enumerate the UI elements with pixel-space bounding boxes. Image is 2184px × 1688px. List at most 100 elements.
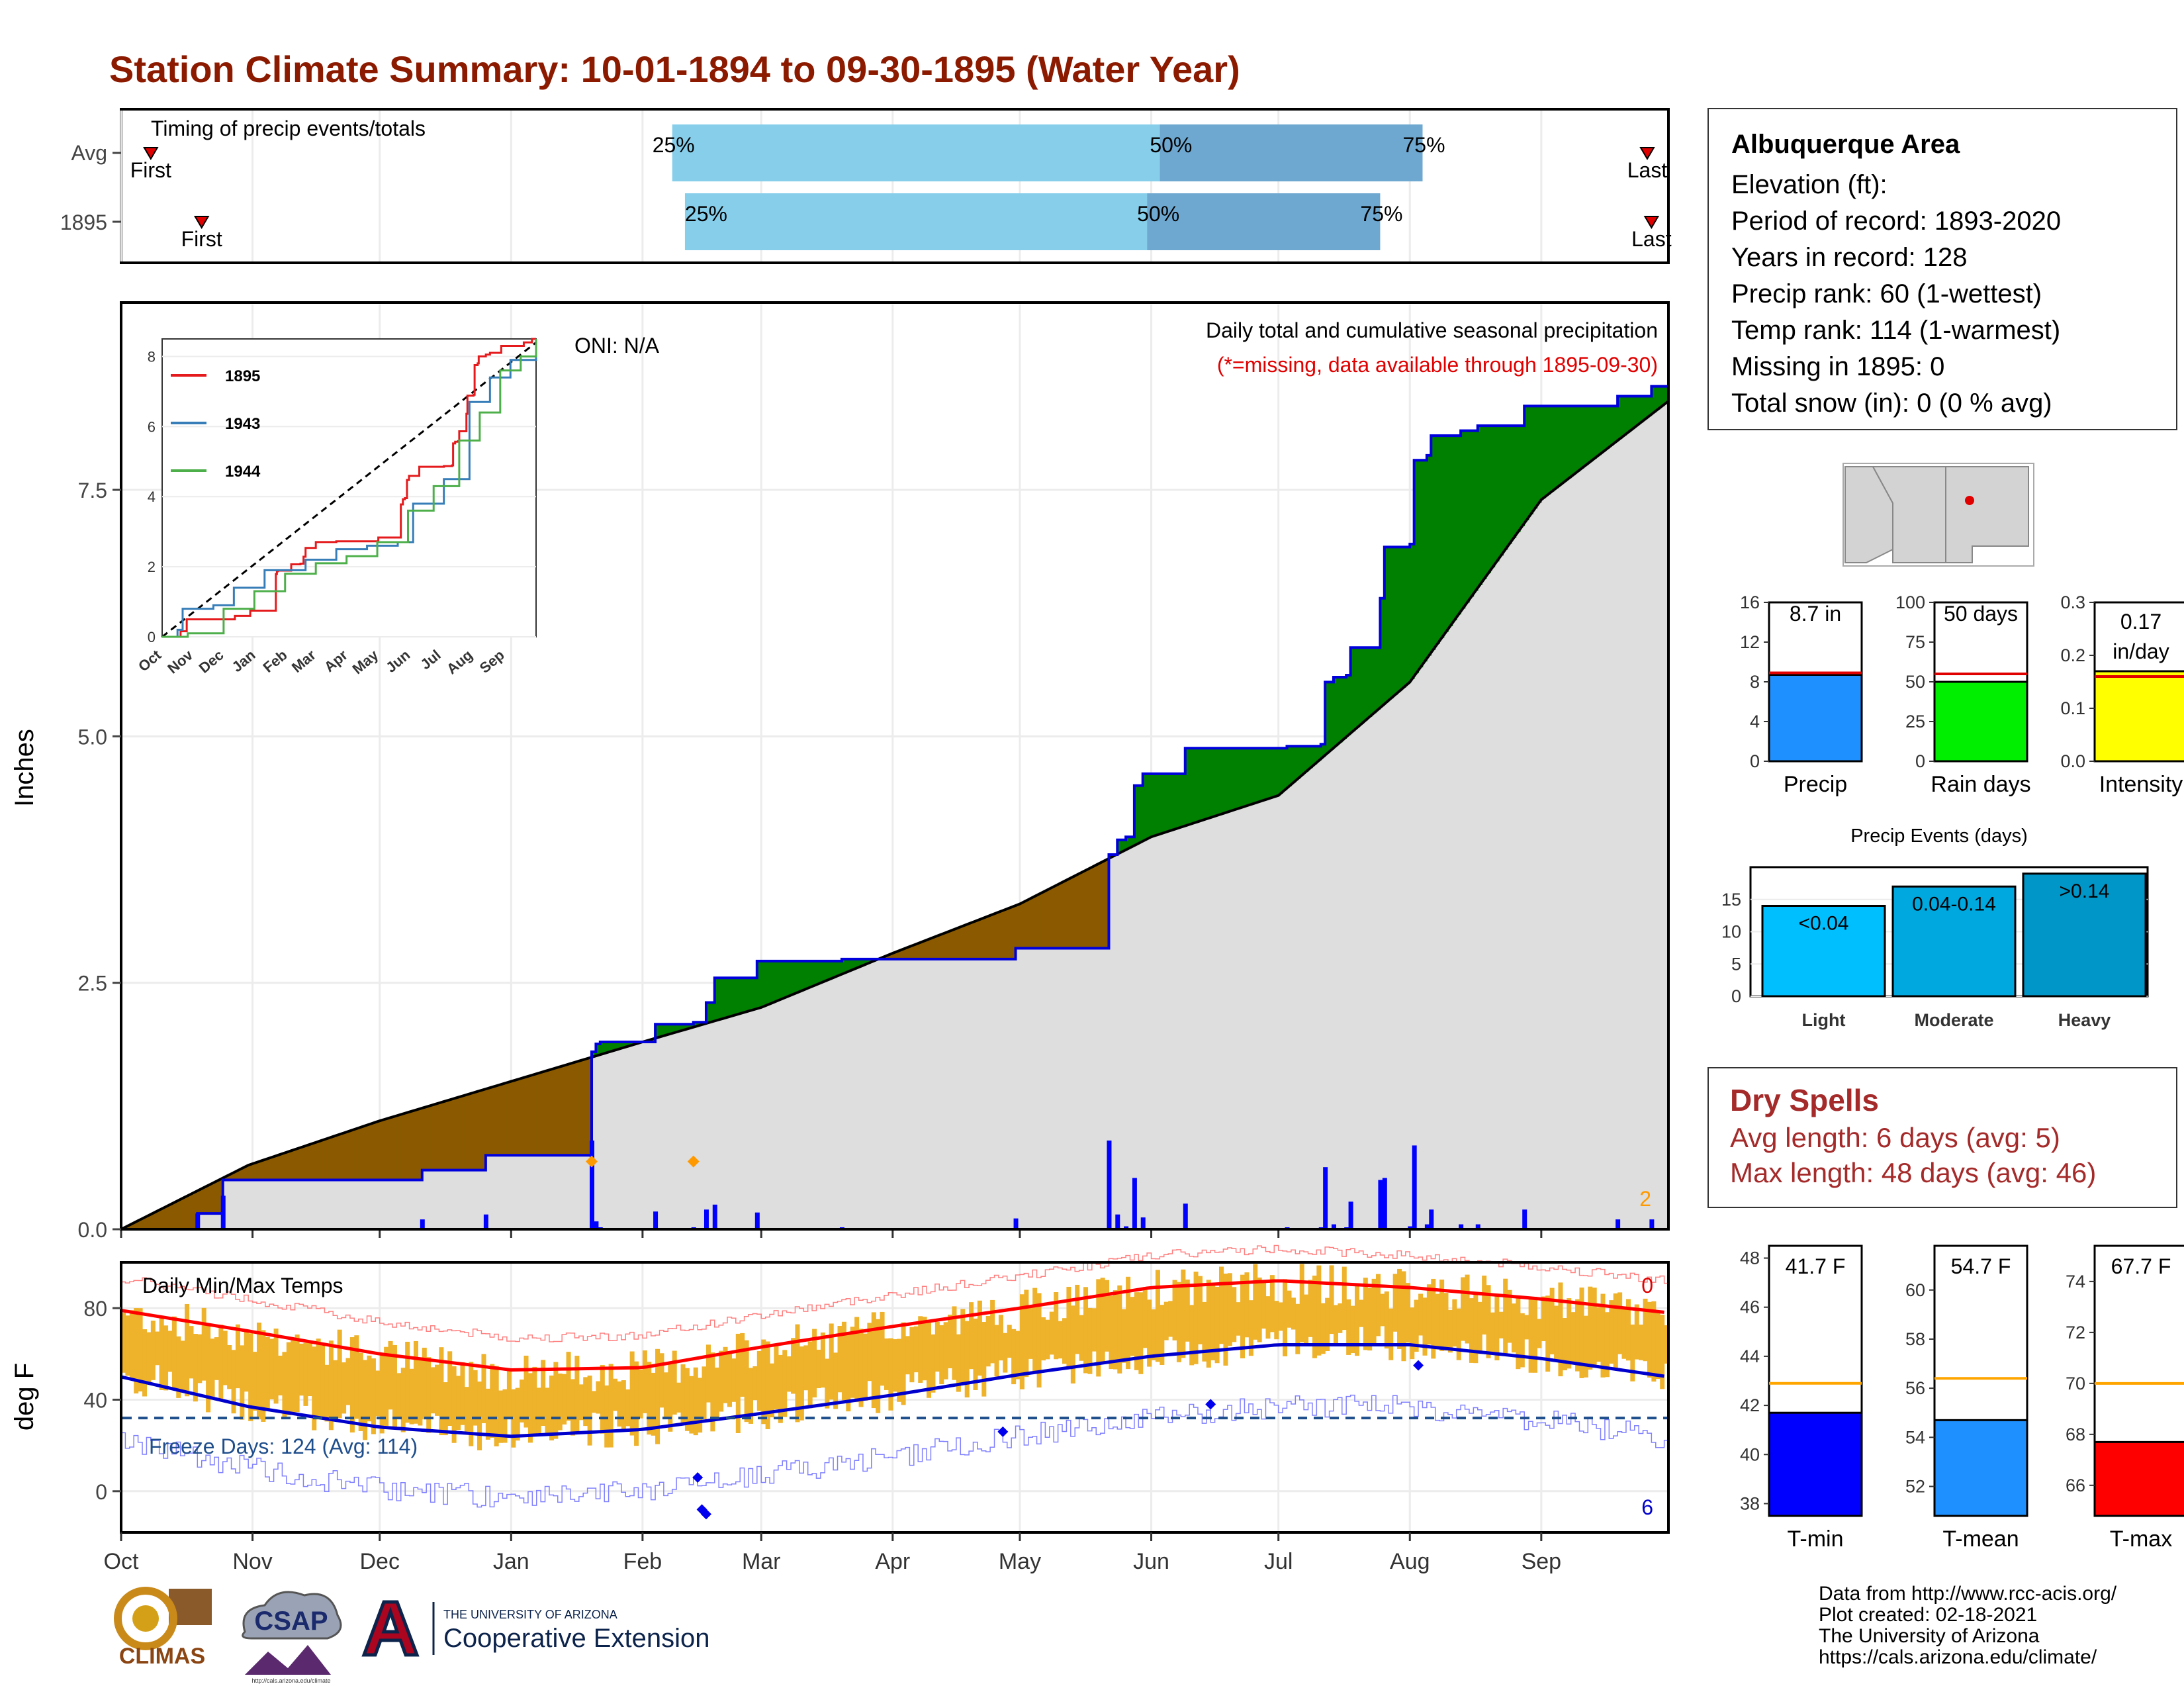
daily-temp-range-bar [1214,1286,1220,1364]
month-label: Jan [493,1549,529,1574]
deficit-area [541,1072,546,1156]
first-label: First [130,158,171,182]
stat-y-tick-label: 100 [1895,592,1925,612]
daily-temp-range-bar [396,1373,402,1419]
station-precip-rank: Precip rank: 60 (1-wettest) [1731,279,2042,308]
stat-y-tick-label: 0 [1750,751,1760,771]
surplus-area [1651,386,1657,413]
surplus-area [740,978,745,1013]
credits-url: https://cals.arizona.edu/climate/ [1819,1646,2097,1668]
daily-temp-range-bar [541,1360,546,1426]
daily-temp-range-bar [913,1326,919,1373]
surplus-area [749,978,754,1011]
surplus-area [1287,746,1292,786]
deficit-area [1015,904,1021,949]
timing-label-75: 75% [1402,133,1445,157]
missing-day-marker [586,1155,598,1168]
tstat-value-text: 54.7 F [1951,1254,2011,1278]
deficit-area [1036,894,1042,949]
daily-temp-range-bar [1333,1305,1338,1344]
stat-y-tick-label: 8 [1750,672,1760,692]
station-elevation: Elevation (ft): [1731,170,1888,199]
daily-temp-range-bar [553,1362,559,1439]
daily-temp-range-bar [409,1368,414,1425]
daily-temp-range-bar [1003,1333,1008,1373]
daily-precip-bar [1378,1180,1383,1229]
credits-plot-created: Plot created: 02-18-2021 [1819,1604,2038,1626]
daily-temp-range-bar [240,1345,245,1420]
inset-y-tick-label: 2 [148,559,156,575]
daily-temp-range-bar [998,1315,1003,1361]
deficit-area [430,1105,435,1170]
surplus-area [1134,785,1140,845]
daily-temp-range-bar [846,1333,851,1412]
daily-temp-range-bar [672,1350,677,1415]
daily-temp-range-bar [231,1350,236,1414]
deficit-area [956,927,962,959]
ua-extension-logo: THE UNIVERSITY OF ARIZONA Cooperative Ex… [361,1595,745,1668]
station-missing: Missing in 1895: 0 [1731,352,1945,381]
deficit-area [286,1151,292,1180]
daily-temp-range-bar [1664,1325,1669,1364]
inset-legend-label: 1944 [225,463,261,481]
daily-temp-range-bar [1431,1278,1436,1359]
events-title: Precip Events (days) [1850,825,2028,847]
daily-temp-range-bar [1278,1302,1283,1331]
daily-temp-range-bar [1219,1266,1224,1344]
surplus-area [1567,406,1572,479]
deficit-area [443,1101,449,1170]
daily-temp-range-bar [1172,1280,1177,1340]
deficit-area [400,1113,406,1180]
daily-temp-range-bar [1113,1290,1118,1370]
daily-temp-range-bar [1600,1293,1606,1378]
surplus-area [1380,598,1385,706]
daily-temp-range-bar [655,1348,660,1444]
daily-temp-range-bar [1477,1301,1482,1354]
daily-temp-range-bar [1299,1264,1304,1342]
daily-temp-range-bar [807,1341,813,1409]
station-location-marker [1965,496,1974,505]
deficit-area [384,1119,389,1180]
deficit-area [1091,866,1097,949]
surplus-area [1253,748,1258,804]
last-label: Last [1631,227,1672,251]
daily-temp-range-bar [617,1381,622,1427]
daily-precip-bar [1323,1167,1328,1229]
surplus-area [1405,547,1411,684]
deficit-area [943,932,948,959]
surplus-area [672,1024,677,1033]
daily-temp-range-bar [1588,1286,1593,1370]
deficit-area [358,1127,363,1180]
deficit-area [426,1106,432,1170]
surplus-area [858,959,864,966]
temp-top-count: 0 [1641,1274,1653,1297]
surplus-area [799,961,805,991]
temp-stats-charts: 38 40 42 44 46 48 41.7 F T-min 52 54 56 58 60 54.7 F T… [1740,1244,2184,1552]
daily-temp-range-bar [829,1323,834,1400]
daily-temp-range-bar [693,1367,698,1436]
surplus-area [1562,406,1568,482]
first-marker-icon [143,147,159,160]
surplus-area [1248,748,1254,805]
daily-temp-range-bar [880,1311,885,1386]
deficit-area [435,1103,440,1170]
record-low-marker [700,1509,711,1520]
daily-temp-range-bar [1134,1292,1139,1370]
daily-temp-range-bar [1541,1296,1546,1342]
daily-precip-bar [1424,1224,1430,1229]
deficit-area [134,1221,139,1229]
timing-row-avg-label: Avg [71,141,107,165]
tstat-y-tick-label: 38 [1740,1493,1760,1513]
daily-temp-range-bar [1291,1297,1296,1330]
surplus-area [1588,406,1593,462]
surplus-area [1516,426,1521,532]
surplus-area [659,1024,664,1037]
deficit-area [481,1090,486,1170]
daily-temp-range-bar [625,1389,631,1427]
daily-temp-range-bar [1617,1292,1623,1354]
inset-series-line [162,338,536,638]
daily-temp-range-bar [1227,1273,1232,1346]
daily-temp-range-bar [367,1355,372,1422]
surplus-area [1401,547,1406,688]
daily-temp-range-bar [176,1336,181,1398]
